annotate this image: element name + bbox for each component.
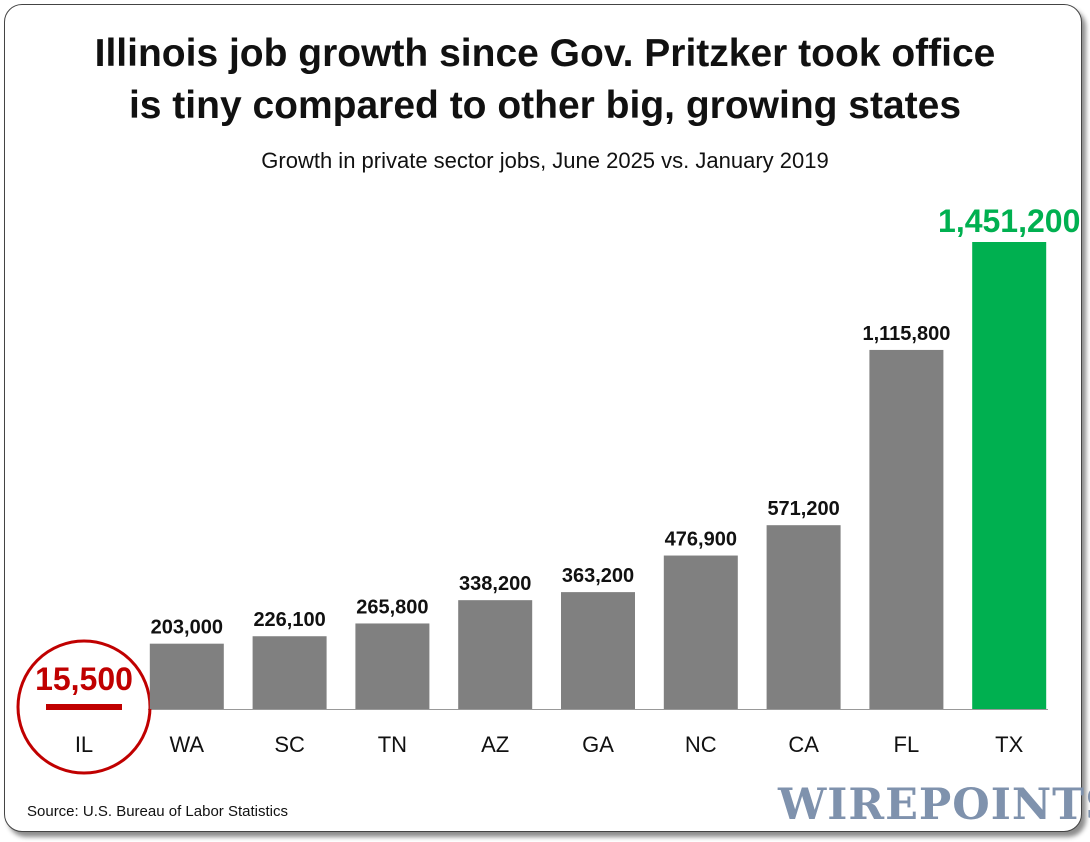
bar-az xyxy=(458,600,533,709)
bar-ga xyxy=(561,592,635,709)
chart-title: Illinois job growth since Gov. Pritzker … xyxy=(0,28,1090,132)
tick-label-ga: GA xyxy=(582,732,614,757)
tick-label-tx: TX xyxy=(995,732,1023,757)
value-label-fl: 1,115,800 xyxy=(862,323,950,345)
tick-label-tn: TN xyxy=(378,732,407,757)
value-label-wa: 203,000 xyxy=(151,617,223,639)
source-note: Source: U.S. Bureau of Labor Statistics xyxy=(27,803,288,820)
wirepoints-logo: WIREPOINTS xyxy=(778,780,1090,830)
chart-subtitle: Growth in private sector jobs, June 2025… xyxy=(261,148,829,173)
bar-sc xyxy=(252,636,327,709)
tick-label-sc: SC xyxy=(274,732,305,757)
value-label-ca: 571,200 xyxy=(767,498,839,520)
bar-wa xyxy=(149,643,224,709)
bar-ca xyxy=(766,525,841,709)
value-label-sc: 226,100 xyxy=(253,609,325,631)
value-label-il: 15,500 xyxy=(35,661,133,697)
bar-tn xyxy=(355,623,430,709)
bar-tx xyxy=(972,242,1047,709)
value-label-nc: 476,900 xyxy=(665,529,737,551)
tick-label-wa: WA xyxy=(169,732,204,757)
bar-nc xyxy=(663,555,738,709)
title-line-1: Illinois job growth since Gov. Pritzker … xyxy=(94,32,996,75)
tick-label-ca: CA xyxy=(788,732,819,757)
tick-label-il: IL xyxy=(75,732,93,757)
bar-fl xyxy=(869,349,944,709)
tick-label-fl: FL xyxy=(894,732,920,757)
tick-label-nc: NC xyxy=(685,732,717,757)
value-label-tn: 265,800 xyxy=(356,596,428,618)
tick-label-az: AZ xyxy=(481,732,509,757)
value-label-tx: 1,451,200 xyxy=(938,203,1080,239)
value-label-ga: 363,200 xyxy=(562,565,634,587)
bar-il xyxy=(46,704,122,710)
title-line-2: is tiny compared to other big, growing s… xyxy=(128,84,962,127)
value-label-az: 338,200 xyxy=(459,573,531,595)
